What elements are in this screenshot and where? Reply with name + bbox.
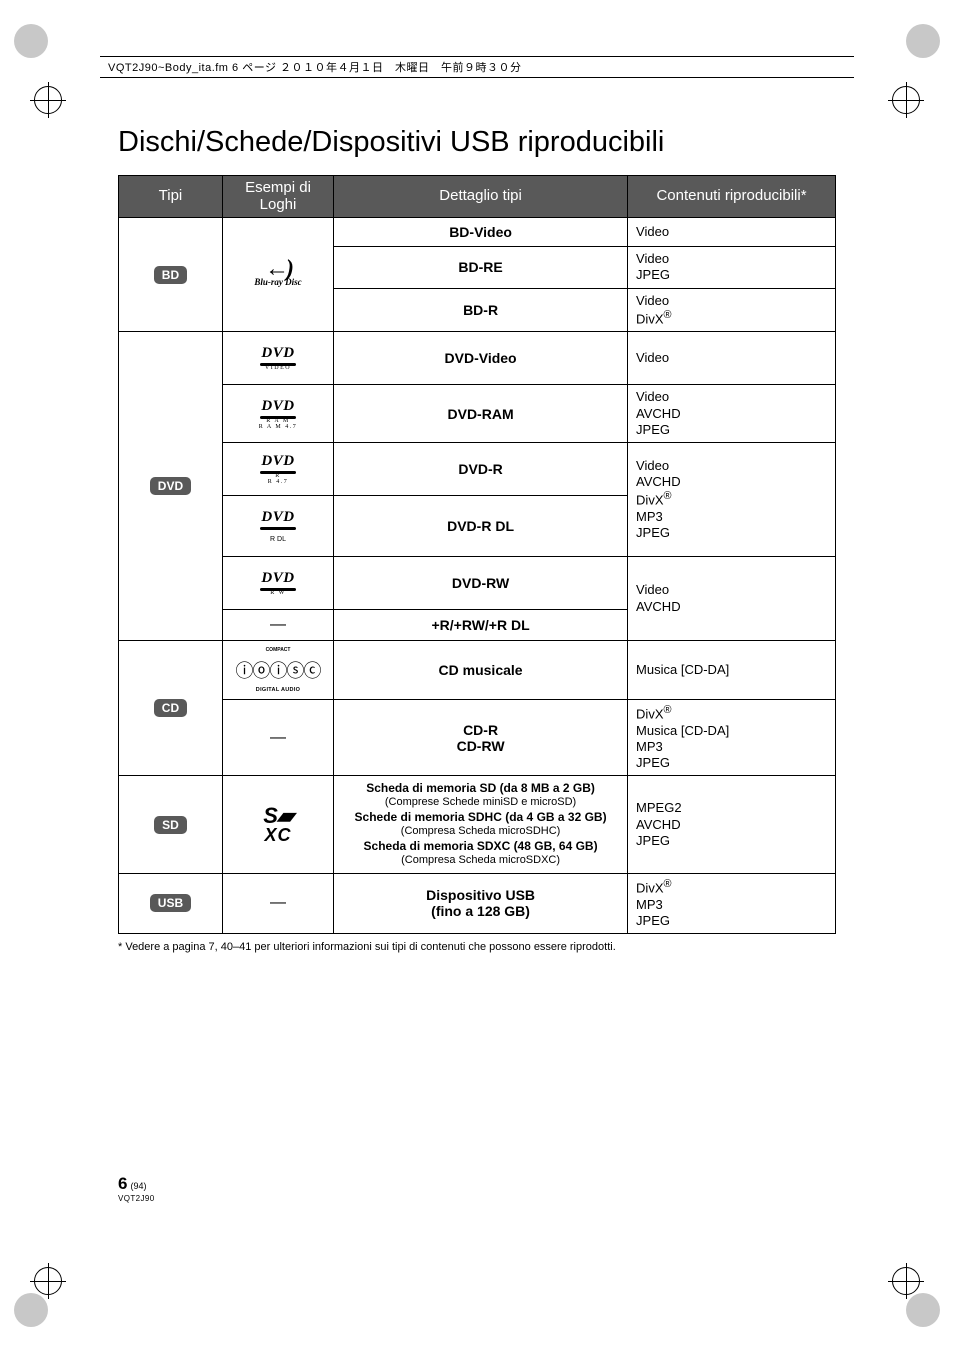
type-cell-cd: CD — [119, 641, 223, 776]
detail-cd-mus: CD musicale — [334, 641, 628, 700]
detail-sd: Scheda di memoria SD (da 8 MB a 2 GB) (C… — [334, 776, 628, 874]
footnote: * Vedere a pagina 7, 40–41 per ulteriori… — [118, 940, 836, 954]
col-loghi: Esempi di Loghi — [222, 176, 333, 218]
content-cd-mus: Musica [CD-DA] — [628, 641, 836, 700]
type-cell-bd: BD — [119, 218, 223, 332]
table-row: — CD-R CD-RW DivX®Musica [CD-DA]MP3JPEG — [119, 700, 836, 776]
logo-cd-dash: — — [222, 700, 333, 776]
logo-sd: S▰XC — [222, 776, 333, 874]
table-row: DVDR A MR A M 4.7 DVD-RAM VideoAVCHDJPEG — [119, 385, 836, 443]
logo-dvd-video: DVDVIDEO — [222, 332, 333, 385]
detail-bd-r: BD-R — [334, 288, 628, 332]
crop-corner-shade — [14, 24, 48, 58]
badge-dvd: DVD — [150, 477, 191, 495]
type-cell-dvd: DVD — [119, 332, 223, 641]
logo-cd: COMPACT ⓘⓞⓘⓢⓒ DIGITAL AUDIO — [222, 641, 333, 700]
detail-dvd-ram: DVD-RAM — [334, 385, 628, 443]
col-contenuti: Contenuti riproducibili* — [628, 176, 836, 218]
content-sd: MPEG2AVCHDJPEG — [628, 776, 836, 874]
logo-usb-dash: — — [222, 873, 333, 933]
detail-dvd-plus: +R/+RW/+R DL — [334, 610, 628, 641]
table-row: USB — Dispositivo USB (fino a 128 GB) Di… — [119, 873, 836, 933]
col-tipi: Tipi — [119, 176, 223, 218]
col-dettaglio: Dettaglio tipi — [334, 176, 628, 218]
content-bd-re: VideoJPEG — [628, 247, 836, 289]
table-row: CD COMPACT ⓘⓞⓘⓢⓒ DIGITAL AUDIO CD musica… — [119, 641, 836, 700]
table-row: BD ←)Blu-ray Disc BD-Video Video — [119, 218, 836, 247]
logo-dvd-r: DVDRR 4.7 — [222, 443, 333, 496]
page-footer: 6 (94) VQT2J90 — [118, 1174, 155, 1203]
content-dvd-r-rdl: VideoAVCHDDivX®MP3JPEG — [628, 443, 836, 557]
content-bd-r: VideoDivX® — [628, 288, 836, 332]
page-number: 6 — [118, 1174, 127, 1193]
logo-dvd-rdl: DVD R DL — [222, 496, 333, 557]
content-usb: DivX®MP3JPEG — [628, 873, 836, 933]
badge-usb: USB — [150, 894, 191, 912]
content-dvd-ram: VideoAVCHDJPEG — [628, 385, 836, 443]
doc-code: VQT2J90 — [118, 1194, 155, 1203]
table-header-row: Tipi Esempi di Loghi Dettaglio tipi Cont… — [119, 176, 836, 218]
type-cell-usb: USB — [119, 873, 223, 933]
badge-bd: BD — [154, 266, 187, 284]
logo-dvd-plus-dash: — — [222, 610, 333, 641]
content-cd-r-rw: DivX®Musica [CD-DA]MP3JPEG — [628, 700, 836, 776]
registration-mark — [892, 1267, 920, 1295]
type-cell-sd: SD — [119, 776, 223, 874]
registration-mark — [34, 1267, 62, 1295]
detail-cd-r-rw: CD-R CD-RW — [334, 700, 628, 776]
table-row: DVD DVDVIDEO DVD-Video Video — [119, 332, 836, 385]
table-row: SD S▰XC Scheda di memoria SD (da 8 MB a … — [119, 776, 836, 874]
logo-dvd-rw: DVDR W — [222, 557, 333, 610]
registration-mark — [892, 86, 920, 114]
page-title: Dischi/Schede/Dispositivi USB riproducib… — [118, 126, 836, 159]
page-paren: (94) — [131, 1181, 147, 1191]
detail-bd-video: BD-Video — [334, 218, 628, 247]
header-stamp: VQT2J90~Body_ita.fm 6 ページ ２０１０年４月１日 木曜日 … — [100, 56, 854, 78]
table-row: DVDRR 4.7 DVD-R VideoAVCHDDivX®MP3JPEG — [119, 443, 836, 496]
detail-dvd-video: DVD-Video — [334, 332, 628, 385]
detail-dvd-rdl: DVD-R DL — [334, 496, 628, 557]
content-dvd-video: Video — [628, 332, 836, 385]
detail-dvd-rw: DVD-RW — [334, 557, 628, 610]
page-content: Dischi/Schede/Dispositivi USB riproducib… — [118, 126, 836, 954]
badge-sd: SD — [154, 816, 187, 834]
logo-dvd-ram: DVDR A MR A M 4.7 — [222, 385, 333, 443]
crop-corner-shade — [906, 24, 940, 58]
detail-usb: Dispositivo USB (fino a 128 GB) — [334, 873, 628, 933]
detail-dvd-r: DVD-R — [334, 443, 628, 496]
registration-mark — [34, 86, 62, 114]
content-dvd-rw-plus: VideoAVCHD — [628, 557, 836, 641]
content-bd-video: Video — [628, 218, 836, 247]
table-row: DVDR W DVD-RW VideoAVCHD — [119, 557, 836, 610]
badge-cd: CD — [154, 699, 187, 717]
detail-bd-re: BD-RE — [334, 247, 628, 289]
crop-corner-shade — [906, 1293, 940, 1327]
logo-bluray: ←)Blu-ray Disc — [222, 218, 333, 332]
media-table: Tipi Esempi di Loghi Dettaglio tipi Cont… — [118, 175, 836, 934]
crop-corner-shade — [14, 1293, 48, 1327]
